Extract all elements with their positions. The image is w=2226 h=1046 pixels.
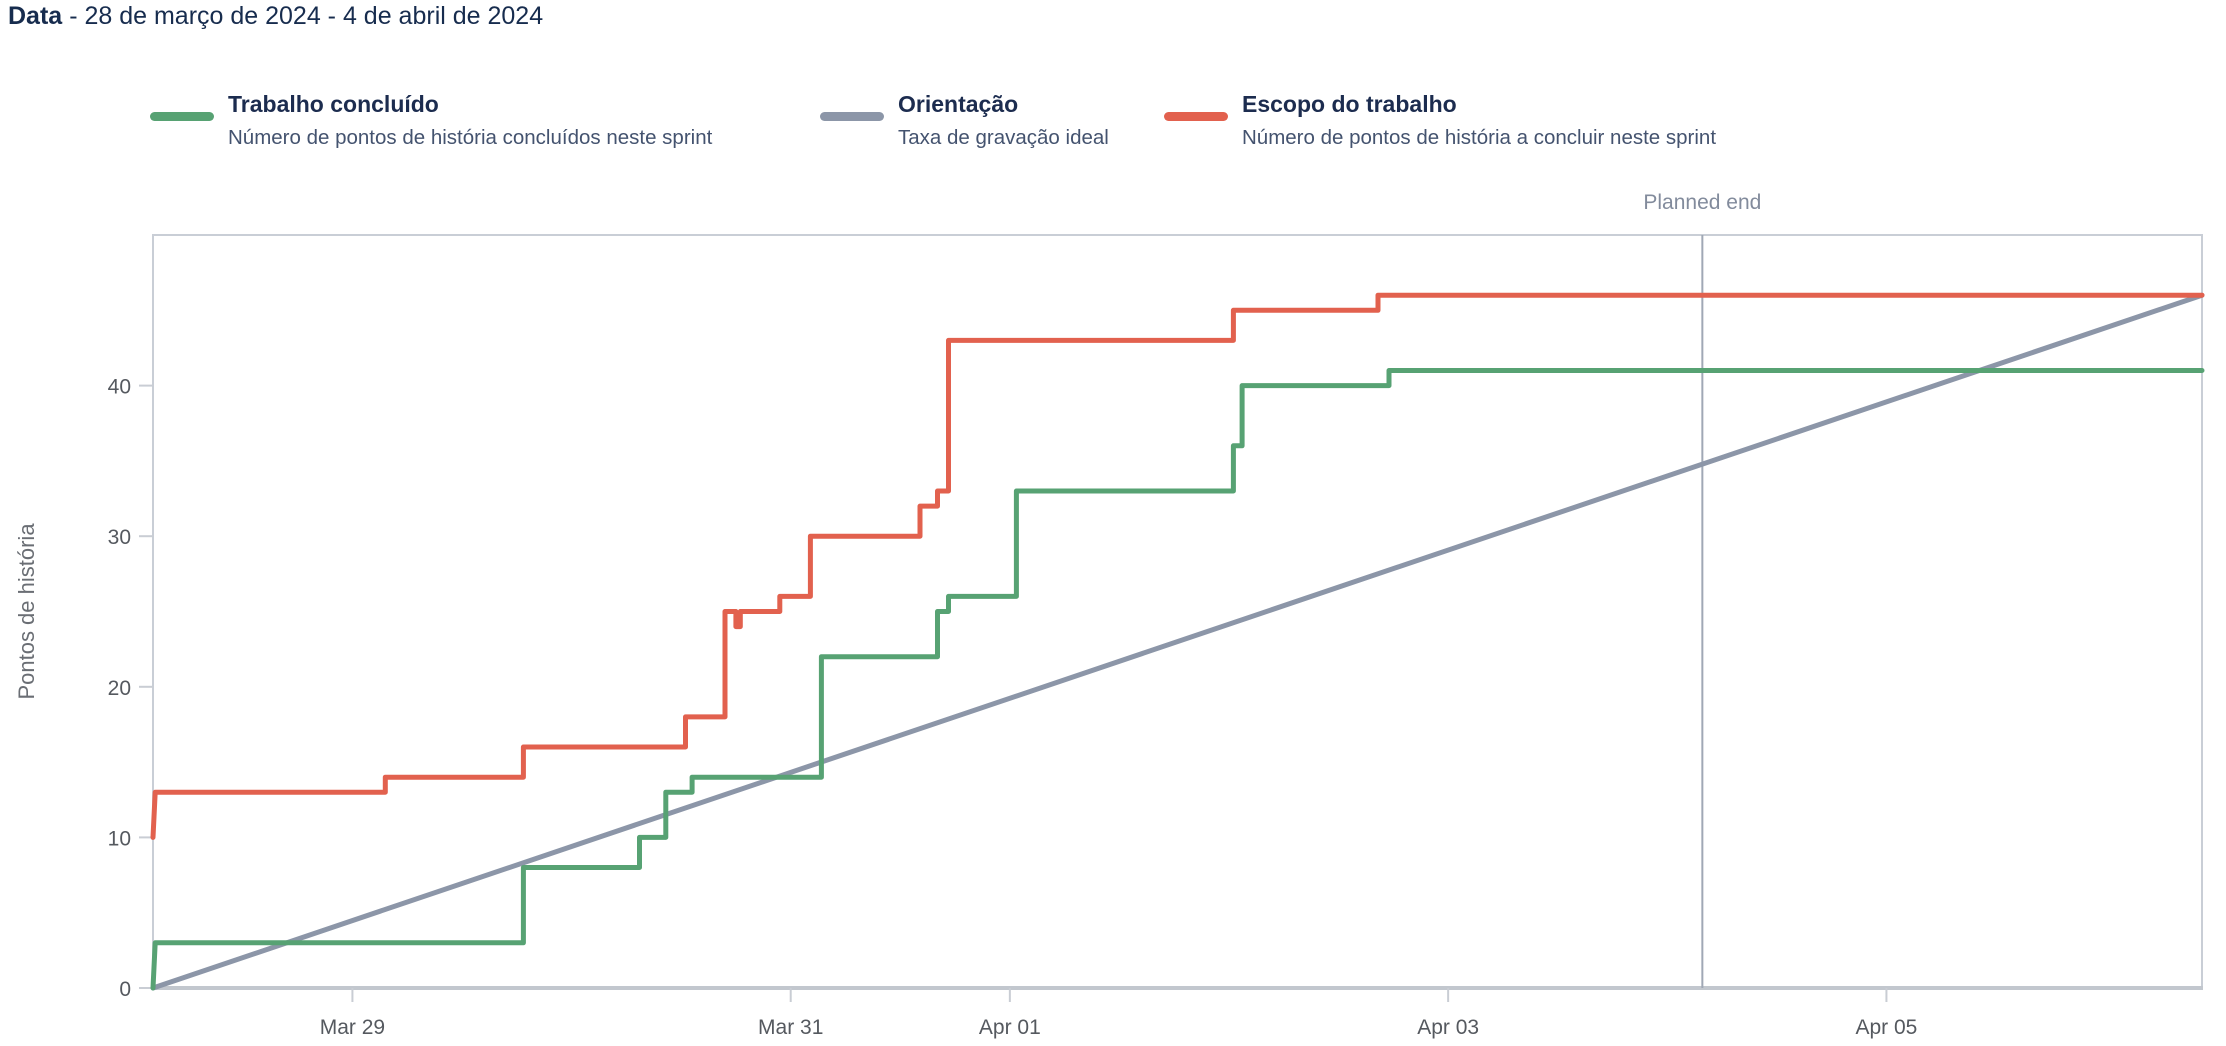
x-tick-label: Apr 03 <box>1417 1016 1479 1039</box>
legend-swatch-completed-icon <box>150 112 214 121</box>
legend-label-completed: Trabalho concluído <box>228 91 439 117</box>
y-tick-label: 30 <box>108 526 131 549</box>
legend-item-guideline: Orientação Taxa de gravação ideal <box>820 88 1109 153</box>
legend-description-scope: Número de pontos de história a concluir … <box>1242 126 1717 149</box>
legend-text-completed: Trabalho concluído Número de pontos de h… <box>228 88 712 153</box>
legend-description-completed: Número de pontos de história concluídos … <box>228 126 713 149</box>
date-range-label: Data <box>8 2 63 30</box>
plot-border <box>152 234 2203 989</box>
x-tick-label: Mar 31 <box>758 1016 823 1039</box>
y-axis-title: Pontos de história <box>14 523 39 700</box>
date-range-value: - 28 de março de 2024 - 4 de abril de 20… <box>69 2 544 30</box>
y-tick-label: 40 <box>108 376 131 399</box>
legend-item-scope: Escopo do trabalho Número de pontos de h… <box>1164 88 1716 153</box>
x-tick-label: Apr 05 <box>1855 1016 1917 1039</box>
legend-text-scope: Escopo do trabalho Número de pontos de h… <box>1242 88 1716 153</box>
x-tick-label: Mar 29 <box>320 1016 385 1039</box>
legend-item-completed: Trabalho concluído Número de pontos de h… <box>150 88 712 153</box>
planned-end-label: Planned end <box>1643 191 1761 214</box>
series-guideline-line <box>150 292 2205 991</box>
legend-swatch-scope-icon <box>1164 112 1228 121</box>
legend-description-guideline: Taxa de gravação ideal <box>898 126 1109 149</box>
legend-label-guideline: Orientação <box>898 91 1019 117</box>
legend-label-scope: Escopo do trabalho <box>1242 91 1457 117</box>
y-tick-label: 0 <box>119 978 131 1001</box>
x-tick-label: Apr 01 <box>979 1016 1041 1039</box>
series-completed-line <box>150 368 2205 991</box>
legend-swatch-guideline-icon <box>820 112 884 121</box>
series-scope-line <box>150 292 2205 840</box>
y-tick-label: 10 <box>108 827 131 850</box>
page-title: Data - 28 de março de 2024 - 4 de abril d… <box>8 2 543 31</box>
legend-text-guideline: Orientação Taxa de gravação ideal <box>898 88 1109 153</box>
y-tick-label: 20 <box>108 677 131 700</box>
